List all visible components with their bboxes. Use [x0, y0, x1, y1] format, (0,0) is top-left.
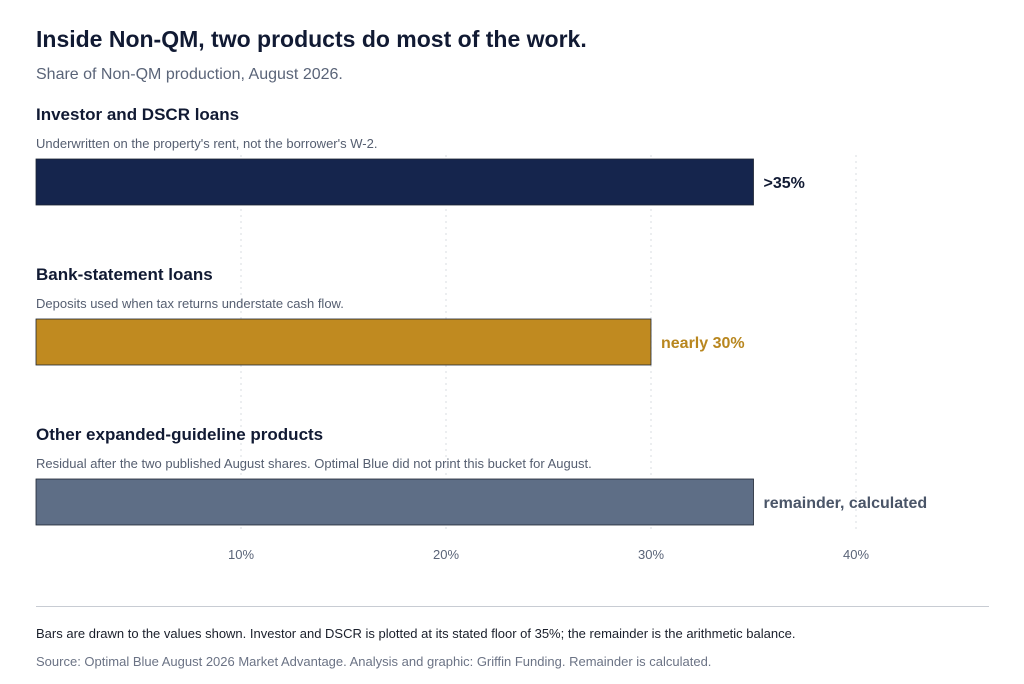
bar: [35, 318, 652, 366]
bar-chart: Investor and DSCR loans Underwritten on t…: [35, 105, 928, 562]
value-label: nearly 30%: [661, 335, 745, 352]
value-label: >35%: [764, 175, 805, 192]
bar: [35, 158, 754, 206]
footer-divider: [36, 606, 989, 607]
category-description: Residual after the two published August …: [36, 456, 592, 471]
footer-note: Bars are drawn to the values shown. Inve…: [36, 626, 796, 641]
x-tick-label: 40%: [843, 547, 869, 562]
category-description: Deposits used when tax returns understat…: [36, 296, 344, 311]
footer-source: Source: Optimal Blue August 2026 Market …: [36, 654, 712, 669]
category-label: Other expanded-guideline products: [36, 425, 323, 444]
x-tick-label: 10%: [228, 547, 254, 562]
chart-title: Inside Non-QM, two products do most of t…: [36, 26, 587, 52]
category-label: Bank-statement loans: [36, 265, 213, 284]
x-tick-label: 30%: [638, 547, 664, 562]
value-label: remainder, calculated: [764, 495, 928, 512]
category-description: Underwritten on the property's rent, not…: [36, 136, 377, 151]
bar: [35, 478, 754, 526]
x-tick-label: 20%: [433, 547, 459, 562]
category-label: Investor and DSCR loans: [36, 105, 239, 124]
chart-subtitle: Share of Non-QM production, August 2026.: [36, 66, 343, 83]
